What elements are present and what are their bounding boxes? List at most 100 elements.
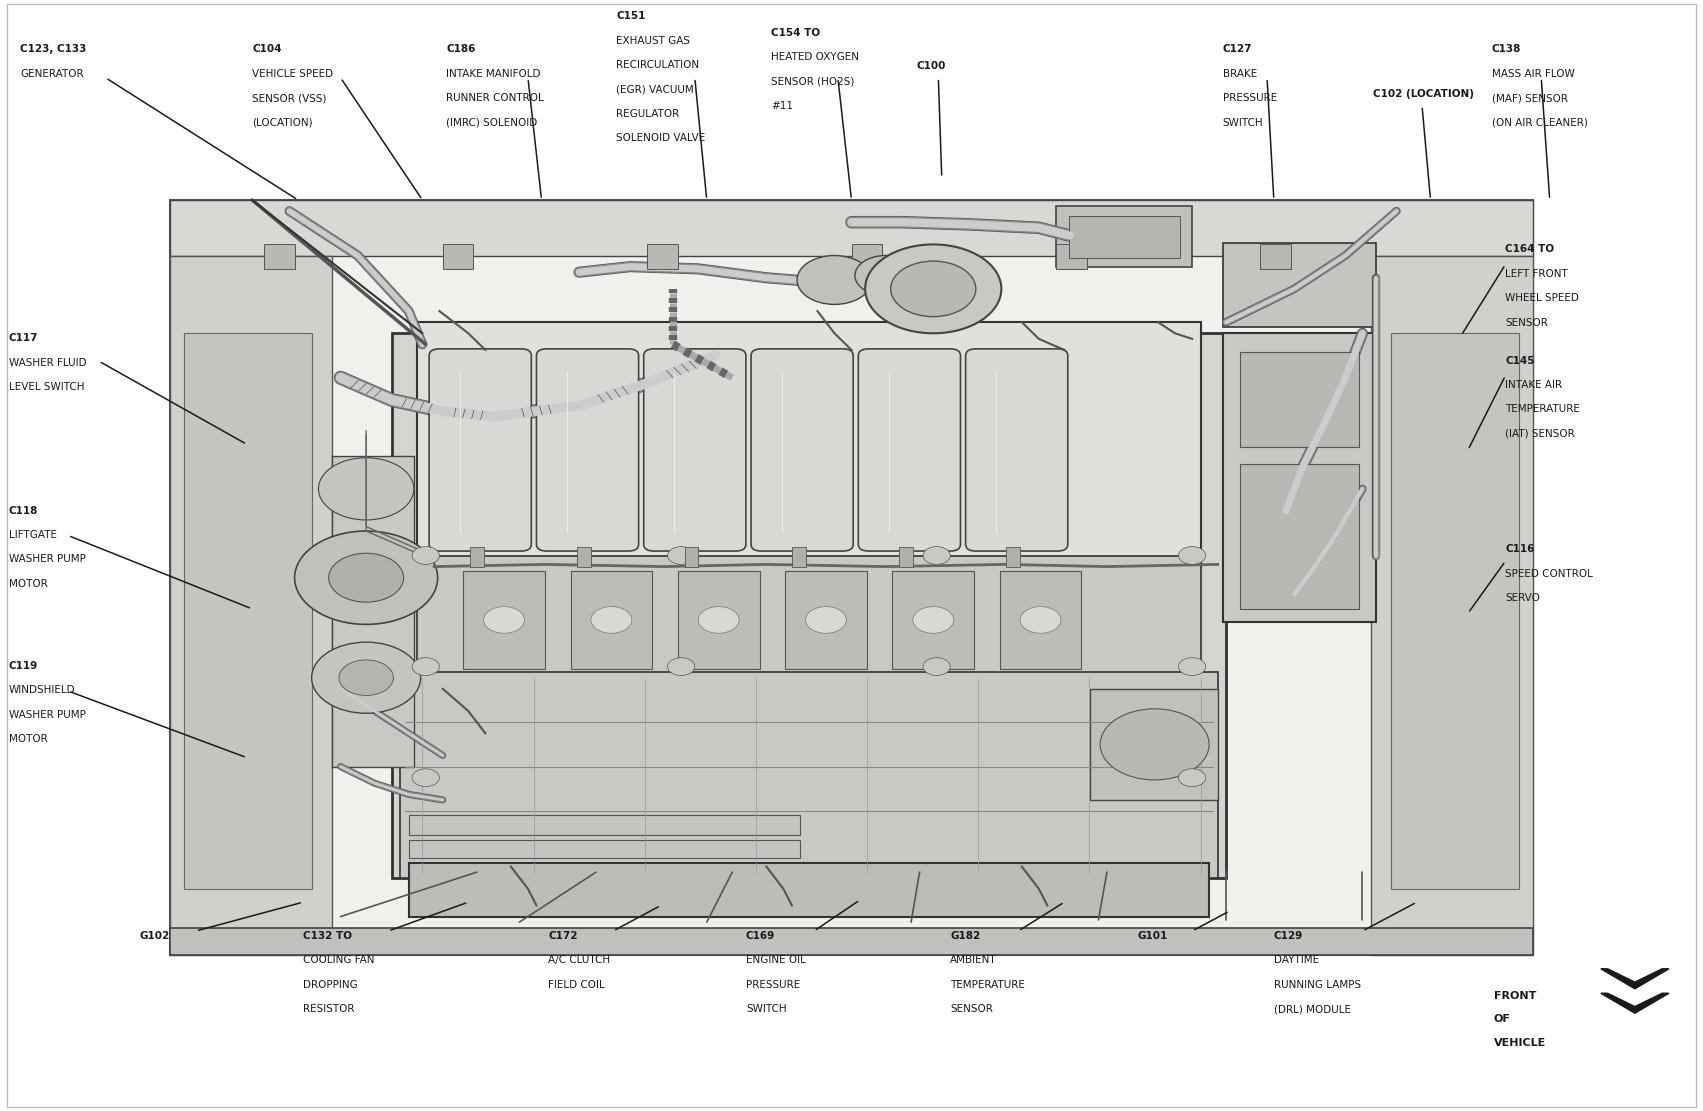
Bar [409,840,800,858]
Circle shape [412,769,439,787]
Bar [1391,333,1519,889]
Bar [1240,352,1359,447]
Text: FIELD COIL: FIELD COIL [548,980,605,990]
Text: (MAF) SENSOR: (MAF) SENSOR [1492,93,1568,103]
Polygon shape [1601,993,1669,1013]
Circle shape [1178,547,1206,564]
Text: TEMPERATURE: TEMPERATURE [1505,404,1580,414]
Text: C123, C133: C123, C133 [20,44,87,54]
Circle shape [339,660,393,695]
Text: SWITCH: SWITCH [1223,118,1264,128]
Text: COOLING FAN: COOLING FAN [303,955,375,965]
Text: WINDSHIELD: WINDSHIELD [9,685,75,695]
Bar [463,571,545,669]
Text: INTAKE MANIFOLD: INTAKE MANIFOLD [446,69,540,79]
Text: SENSOR: SENSOR [1505,318,1548,328]
Text: C127: C127 [1223,44,1252,54]
Text: C154 TO: C154 TO [771,28,821,38]
Text: C132 TO: C132 TO [303,931,353,941]
Bar [409,815,800,835]
Circle shape [318,458,414,520]
Bar [678,571,760,669]
Bar [470,547,484,567]
Circle shape [865,244,1001,333]
Text: ENGINE OIL: ENGINE OIL [746,955,806,965]
Text: C100: C100 [916,61,945,71]
Bar [577,547,591,567]
Text: (EGR) VACUUM: (EGR) VACUUM [616,84,695,94]
Bar [1240,464,1359,609]
Text: SWITCH: SWITCH [746,1004,787,1014]
FancyBboxPatch shape [751,349,853,551]
Text: LIFTGATE: LIFTGATE [9,530,56,540]
Bar [392,333,1226,878]
Text: G101: G101 [1138,931,1168,941]
Text: C172: C172 [548,931,577,941]
Text: C118: C118 [9,506,37,516]
Text: RESISTOR: RESISTOR [303,1004,354,1014]
Text: REGULATOR: REGULATOR [616,109,679,119]
Bar [417,556,1201,678]
Text: FRONT: FRONT [1494,991,1536,1001]
Text: VEHICLE: VEHICLE [1494,1038,1546,1048]
Text: LEFT FRONT: LEFT FRONT [1505,269,1568,279]
Bar [1069,216,1180,258]
Circle shape [913,607,954,633]
Bar [1371,256,1533,955]
Text: C169: C169 [746,931,775,941]
Bar [1223,243,1376,327]
Text: SENSOR: SENSOR [950,1004,993,1014]
Text: C145: C145 [1505,356,1534,366]
FancyBboxPatch shape [644,349,746,551]
Bar [1006,547,1020,567]
Circle shape [797,256,872,304]
FancyBboxPatch shape [536,349,639,551]
Circle shape [295,531,438,624]
Text: SPEED CONTROL: SPEED CONTROL [1505,569,1594,579]
Text: DAYTIME: DAYTIME [1274,955,1318,965]
Circle shape [329,553,404,602]
Text: MOTOR: MOTOR [9,579,48,589]
Bar [170,200,1533,955]
Bar [1056,244,1087,269]
Bar [184,333,312,889]
Text: RECIRCULATION: RECIRCULATION [616,60,700,70]
Circle shape [312,642,421,713]
Text: DROPPING: DROPPING [303,980,358,990]
Text: SOLENOID VALVE: SOLENOID VALVE [616,133,705,143]
Text: C151: C151 [616,11,645,21]
Bar [1056,206,1192,267]
Text: C117: C117 [9,333,37,343]
Text: EXHAUST GAS: EXHAUST GAS [616,36,690,46]
Circle shape [855,256,916,296]
Circle shape [698,607,739,633]
Circle shape [591,607,632,633]
Circle shape [923,547,950,564]
FancyBboxPatch shape [858,349,960,551]
Text: G102: G102 [140,931,170,941]
Text: C104: C104 [252,44,281,54]
Bar [400,672,1218,878]
Circle shape [1178,769,1206,787]
Text: (LOCATION): (LOCATION) [252,118,313,128]
Bar [170,200,1533,256]
Text: VEHICLE SPEED: VEHICLE SPEED [252,69,334,79]
Circle shape [806,607,846,633]
Bar [409,863,1209,917]
Text: SENSOR (HO2S): SENSOR (HO2S) [771,77,855,87]
Text: (IMRC) SOLENOID: (IMRC) SOLENOID [446,118,538,128]
Bar [170,256,332,955]
Text: C186: C186 [446,44,475,54]
Bar [685,547,698,567]
Polygon shape [1601,969,1669,989]
Text: G182: G182 [950,931,981,941]
Text: C116: C116 [1505,544,1534,554]
Bar [899,547,913,567]
Circle shape [668,658,695,675]
Text: C119: C119 [9,661,37,671]
FancyBboxPatch shape [429,349,531,551]
Bar [1260,244,1291,269]
Text: C102 (LOCATION): C102 (LOCATION) [1373,89,1473,99]
Text: C164 TO: C164 TO [1505,244,1555,254]
Text: GENERATOR: GENERATOR [20,69,83,79]
